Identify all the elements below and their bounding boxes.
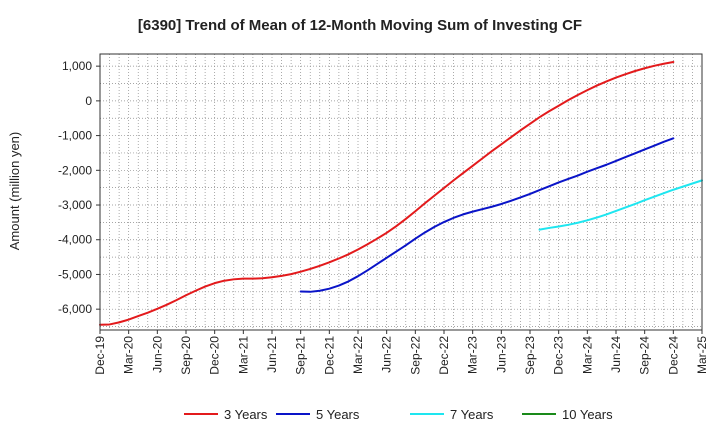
x-tick-label: Mar-22 (351, 336, 365, 374)
grid (100, 54, 702, 330)
y-tick-label: 1,000 (62, 59, 92, 73)
x-tick-label: Sep-22 (408, 336, 422, 375)
x-tick-label: Dec-24 (666, 336, 680, 375)
y-axis-label: Amount (million yen) (7, 132, 22, 251)
series-line-7-years (538, 179, 703, 231)
x-tick-label: Mar-24 (580, 336, 594, 374)
y-axis-ticks: 1,000 0 -1,000 -2,000 -3,000 -4,000 -5,000 -6,0… (58, 59, 100, 316)
x-tick-label: Jun-24 (609, 336, 623, 373)
series-line-5-years (299, 137, 675, 293)
y-tick-label: -4,000 (58, 233, 92, 247)
legend-label-3-years: 3 Years (224, 407, 268, 422)
legend: 3 Years 5 Years 7 Years 10 Years (184, 407, 613, 422)
y-tick-label: -2,000 (58, 163, 92, 177)
x-tick-label: Dec-19 (93, 336, 107, 375)
legend-label-10-years: 10 Years (562, 407, 613, 422)
y-tick-label: -3,000 (58, 198, 92, 212)
x-tick-label: Jun-22 (380, 336, 394, 373)
x-axis-ticks: Dec-19 Mar-20 Jun-20 Sep-20 Dec-20 Mar-21 Jun-… (93, 330, 709, 375)
x-tick-label: Jun-21 (265, 336, 279, 373)
plot-frame (99, 53, 703, 331)
x-tick-label: Dec-21 (322, 336, 336, 375)
y-tick-label: 0 (85, 94, 92, 108)
x-tick-label: Mar-23 (466, 336, 480, 374)
legend-label-5-years: 5 Years (316, 407, 360, 422)
x-tick-label: Mar-21 (236, 336, 250, 374)
x-tick-label: Mar-25 (695, 336, 709, 374)
x-tick-label: Sep-20 (179, 336, 193, 375)
x-tick-label: Jun-23 (494, 336, 508, 373)
x-tick-label: Mar-20 (122, 336, 136, 374)
chart-title: [6390] Trend of Mean of 12-Month Moving … (138, 17, 582, 34)
x-tick-label: Sep-23 (523, 336, 537, 375)
x-tick-label: Dec-23 (552, 336, 566, 375)
x-tick-label: Sep-24 (638, 336, 652, 375)
y-tick-label: -6,000 (58, 302, 92, 316)
series-lines (99, 60, 703, 326)
y-tick-label: -1,000 (58, 129, 92, 143)
y-tick-label: -5,000 (58, 267, 92, 281)
legend-label-7-years: 7 Years (450, 407, 494, 422)
series-line-3-years (99, 60, 675, 326)
x-tick-label: Dec-22 (437, 336, 451, 375)
x-tick-label: Jun-20 (150, 336, 164, 373)
x-tick-label: Dec-20 (208, 336, 222, 375)
x-tick-label: Sep-21 (294, 336, 308, 375)
